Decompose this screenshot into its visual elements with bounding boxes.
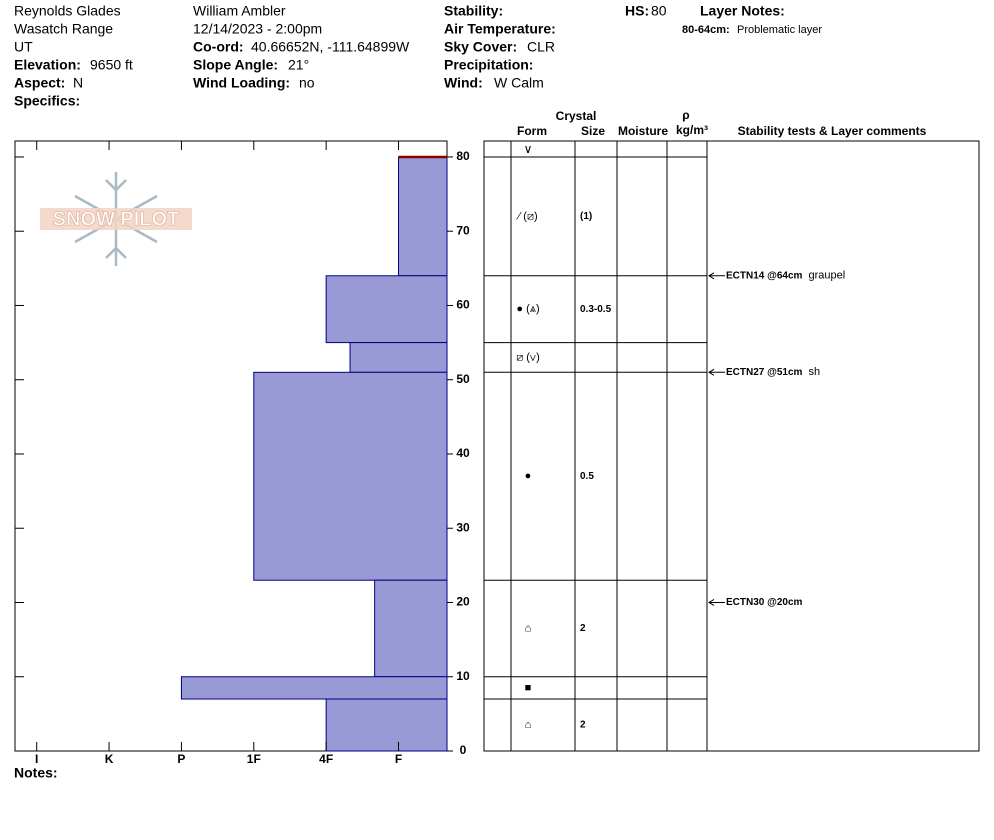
x-tick-label: 4F (319, 752, 333, 766)
test-comment: sh (808, 366, 820, 378)
crystal-form: ■ (525, 682, 532, 694)
hardness-bar (253, 371, 448, 581)
location: Reynolds Glades (14, 3, 121, 19)
crystal-form: ● (525, 470, 532, 482)
crystal-form: ● (⩓) (516, 303, 539, 315)
crystal-size: 0.3-0.5 (580, 304, 612, 315)
layer-note-range: 80-64cm: (682, 24, 730, 36)
hardness-bar (325, 698, 448, 752)
field-label: Air Temperature: (444, 21, 556, 37)
x-tick-label: P (177, 752, 185, 766)
crystal-form: ⧄ (∨) (516, 351, 540, 363)
column-header: Size (581, 124, 605, 138)
logo-text: SNOW PILOT (53, 208, 180, 230)
field-label: Elevation: (14, 57, 81, 73)
crystal-form: ⌂ (525, 622, 532, 634)
column-header: Crystal (556, 109, 597, 123)
range: Wasatch Range (14, 21, 113, 37)
x-tick-label: K (105, 752, 114, 766)
observer: William Ambler (193, 3, 286, 19)
field-value: 21° (288, 57, 309, 73)
field-label: Wind Loading: (193, 75, 290, 91)
x-tick-label: I (35, 752, 38, 766)
test-comment: graupel (808, 270, 845, 282)
hardness-bar (180, 676, 448, 700)
hardness-bar (398, 156, 448, 277)
datetime: 12/14/2023 - 2:00pm (193, 21, 322, 37)
y-tick-label: 30 (456, 520, 470, 534)
field-label: Layer Notes: (700, 3, 785, 19)
hardness-bar (349, 342, 448, 373)
crystal-size: (1) (580, 211, 592, 222)
test-label: ECTN30 @20cm (726, 597, 803, 608)
hardness-bar (325, 275, 448, 344)
x-tick-label: F (395, 752, 402, 766)
field-value: 80 (651, 3, 667, 19)
field-label: Stability: (444, 3, 503, 19)
surface-form: ∨ (524, 142, 533, 156)
field-label: Slope Angle: (193, 57, 278, 73)
y-tick-label: 40 (456, 446, 470, 460)
y-tick-label: 50 (456, 372, 470, 386)
column-header: ρ (682, 108, 689, 122)
field-label: Sky Cover: (444, 39, 517, 55)
crystal-form: ⁄ (⧄) (515, 210, 537, 222)
field-label: Aspect: (14, 75, 65, 91)
field-value: 9650 ft (90, 57, 133, 73)
column-header: Stability tests & Layer comments (738, 124, 927, 138)
test-arrow (708, 272, 725, 280)
field-label: Specifics: (14, 93, 80, 109)
column-header: Moisture (618, 124, 668, 138)
field-label: Wind: (444, 75, 483, 91)
y-tick-label: 10 (456, 669, 470, 683)
crystal-size: 2 (580, 720, 586, 731)
crystal-size: 0.5 (580, 471, 594, 482)
logo-band (40, 208, 192, 230)
test-arrow (708, 599, 725, 606)
y-tick-label: 20 (456, 595, 470, 609)
column-header: Form (517, 124, 547, 138)
table-frame (483, 140, 980, 752)
field-value: CLR (527, 39, 555, 55)
field-value: no (299, 75, 315, 91)
y-tick-label: 70 (456, 223, 470, 237)
column-header: kg/m³ (676, 123, 708, 137)
field-value: N (73, 75, 83, 91)
test-label: ECTN27 @51cm (726, 367, 803, 378)
x-tick-label: 1F (247, 752, 261, 766)
field-label: Precipitation: (444, 57, 533, 73)
field-value: W Calm (494, 75, 544, 91)
test-arrow (708, 368, 725, 376)
field-label: Co-ord: (193, 39, 244, 55)
crystal-form: ⌂ (525, 719, 532, 731)
y-tick-label: 80 (456, 149, 470, 163)
notes-label: Notes: (14, 765, 58, 781)
hardness-bar (374, 579, 448, 678)
state: UT (14, 39, 33, 55)
y-tick-label: 0 (460, 743, 467, 757)
field-value: 40.66652N, -111.64899W (251, 39, 410, 55)
crystal-size: 2 (580, 623, 586, 634)
field-label: HS: (625, 3, 649, 19)
layer-note: Problematic layer (737, 24, 822, 36)
y-tick-label: 60 (456, 298, 470, 312)
test-label: ECTN14 @64cm (726, 270, 803, 281)
